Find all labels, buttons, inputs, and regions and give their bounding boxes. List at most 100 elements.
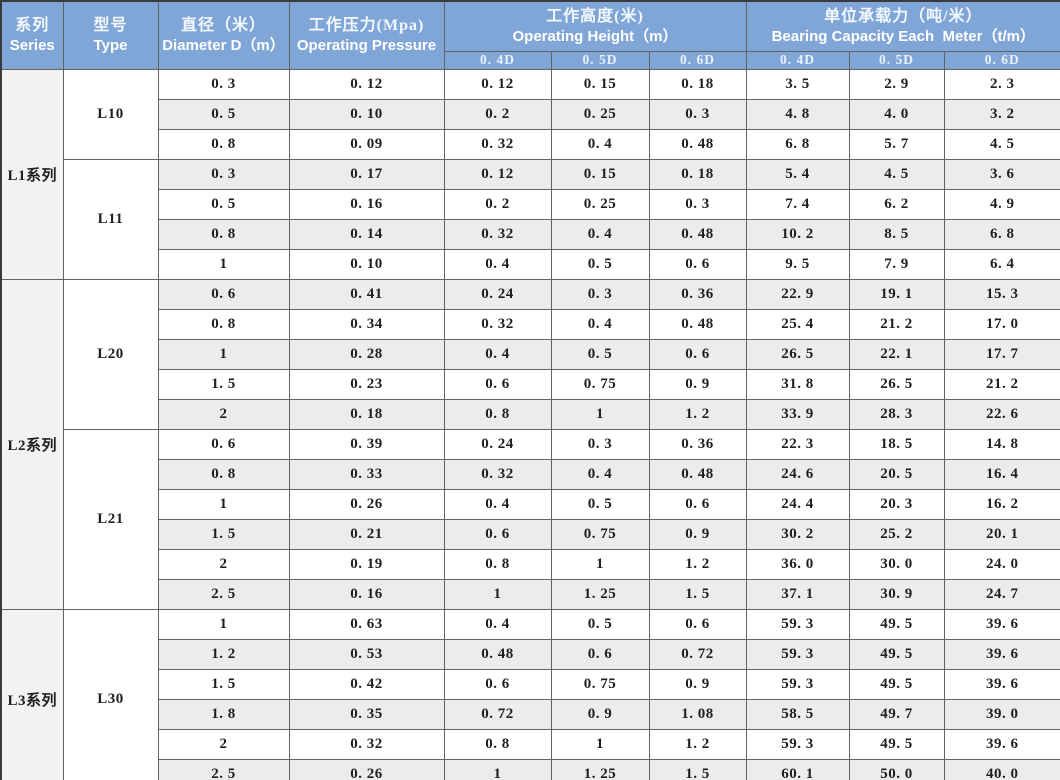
height-04d-cell: 0. 32 <box>443 308 552 340</box>
height-06d-cell: 1. 2 <box>648 728 747 760</box>
height-06d-cell: 0. 6 <box>648 338 747 370</box>
capacity-05d-cell: 30. 9 <box>848 578 945 610</box>
height-06d-cell: 0. 48 <box>648 218 747 250</box>
capacity-04d-cell: 10. 2 <box>745 218 850 250</box>
pressure-cell: 0. 63 <box>288 608 445 640</box>
table-row: 1. 5 0. 23 0. 6 0. 75 0. 9 31. 8 26. 5 21. 2 <box>1 368 1060 400</box>
height-04d-cell: 0. 12 <box>443 68 552 100</box>
capacity-05d-cell: 4. 0 <box>848 98 945 130</box>
height-06d-cell: 0. 72 <box>648 638 747 670</box>
capacity-05d-cell: 2. 9 <box>848 68 945 100</box>
height-05d-cell: 1. 25 <box>550 578 650 610</box>
type-cell: L21 <box>62 428 159 610</box>
height-06d-cell: 0. 6 <box>648 248 747 280</box>
capacity-06d-cell: 20. 1 <box>943 518 1060 550</box>
height-04d-cell: 0. 4 <box>443 488 552 520</box>
diameter-cell: 1 <box>157 338 290 370</box>
table-row: L11 0. 3 0. 17 0. 12 0. 15 0. 18 5. 4 4. 5 3. 6 <box>1 158 1060 280</box>
table-row: 1 0. 26 0. 4 0. 5 0. 6 24. 4 20. 3 16. 2 <box>1 488 1060 520</box>
height-06d-cell: 0. 9 <box>648 368 747 400</box>
table-row: 0. 5 0. 16 0. 2 0. 25 0. 3 7. 4 6. 2 4. 9 <box>1 188 1060 220</box>
diameter-cell: 1. 5 <box>157 668 290 700</box>
diameter-cell: 1 <box>157 608 290 640</box>
diameter-cell: 1. 8 <box>157 698 290 730</box>
capacity-04d-cell: 24. 4 <box>745 488 850 520</box>
series-cell: L3系列 <box>0 608 64 780</box>
capacity-04d-cell: 26. 5 <box>745 338 850 370</box>
subcol-height-05d: 0. 5D <box>550 50 650 70</box>
height-04d-cell: 0. 4 <box>443 338 552 370</box>
capacity-06d-cell: 4. 9 <box>943 188 1060 220</box>
capacity-06d-cell: 16. 2 <box>943 488 1060 520</box>
capacity-04d-cell: 6. 8 <box>745 128 850 160</box>
table-row: 1 0. 28 0. 4 0. 5 0. 6 26. 5 22. 1 17. 7 <box>1 338 1060 370</box>
capacity-04d-cell: 3. 5 <box>745 68 850 100</box>
capacity-05d-cell: 8. 5 <box>848 218 945 250</box>
table-row: 1. 2 0. 53 0. 48 0. 6 0. 72 59. 3 49. 5 39. 6 <box>1 638 1060 670</box>
table-row: 0. 5 0. 10 0. 2 0. 25 0. 3 4. 8 4. 0 3. 2 <box>1 98 1060 130</box>
capacity-04d-cell: 5. 4 <box>745 158 850 190</box>
col-header-diameter: 直径（米） Diameter D（m） <box>157 0 290 70</box>
height-05d-cell: 0. 5 <box>550 248 650 280</box>
height-05d-cell: 0. 15 <box>550 68 650 100</box>
table-row: 0. 8 0. 33 0. 32 0. 4 0. 48 24. 6 20. 5 16. 4 <box>1 458 1060 490</box>
height-04d-cell: 0. 2 <box>443 98 552 130</box>
pressure-cell: 0. 26 <box>288 488 445 520</box>
diameter-cell: 2. 5 <box>157 758 290 780</box>
pressure-cell: 0. 10 <box>288 248 445 280</box>
capacity-04d-cell: 9. 5 <box>745 248 850 280</box>
pressure-cell: 0. 16 <box>288 578 445 610</box>
height-06d-cell: 0. 18 <box>648 68 747 100</box>
capacity-05d-cell: 26. 5 <box>848 368 945 400</box>
capacity-05d-cell: 5. 7 <box>848 128 945 160</box>
pressure-cell: 0. 34 <box>288 308 445 340</box>
capacity-05d-cell: 49. 5 <box>848 728 945 760</box>
diameter-cell: 2. 5 <box>157 578 290 610</box>
height-05d-cell: 0. 25 <box>550 188 650 220</box>
col-header-diameter-en: Diameter D（m） <box>162 37 285 55</box>
height-05d-cell: 0. 4 <box>550 458 650 490</box>
type-cell: L10 <box>62 68 159 160</box>
height-04d-cell: 0. 32 <box>443 128 552 160</box>
table-row: 2 0. 18 0. 8 1 1. 2 33. 9 28. 3 22. 6 <box>1 398 1060 430</box>
capacity-05d-cell: 18. 5 <box>848 428 945 460</box>
table-row: 0. 8 0. 09 0. 32 0. 4 0. 48 6. 8 5. 7 4. 5 <box>1 128 1060 160</box>
capacity-04d-cell: 59. 3 <box>745 608 850 640</box>
capacity-04d-cell: 59. 3 <box>745 728 850 760</box>
height-05d-cell: 0. 3 <box>550 428 650 460</box>
diameter-cell: 2 <box>157 548 290 580</box>
capacity-05d-cell: 49. 5 <box>848 668 945 700</box>
capacity-05d-cell: 49. 7 <box>848 698 945 730</box>
pressure-cell: 0. 35 <box>288 698 445 730</box>
height-04d-cell: 0. 48 <box>443 638 552 670</box>
capacity-04d-cell: 33. 9 <box>745 398 850 430</box>
diameter-cell: 1. 2 <box>157 638 290 670</box>
capacity-06d-cell: 39. 6 <box>943 728 1060 760</box>
diameter-cell: 1. 5 <box>157 368 290 400</box>
table-row: L21 0. 6 0. 39 0. 24 0. 3 0. 36 22. 3 18. 5 14. … <box>1 428 1060 610</box>
pressure-cell: 0. 26 <box>288 758 445 780</box>
capacity-06d-cell: 6. 8 <box>943 218 1060 250</box>
capacity-05d-cell: 20. 5 <box>848 458 945 490</box>
capacity-06d-cell: 24. 0 <box>943 548 1060 580</box>
diameter-cell: 0. 5 <box>157 188 290 220</box>
capacity-04d-cell: 4. 8 <box>745 98 850 130</box>
capacity-06d-cell: 17. 7 <box>943 338 1060 370</box>
diameter-cell: 2 <box>157 398 290 430</box>
height-06d-cell: 0. 6 <box>648 488 747 520</box>
capacity-04d-cell: 31. 8 <box>745 368 850 400</box>
capacity-05d-cell: 49. 5 <box>848 638 945 670</box>
height-04d-cell: 0. 32 <box>443 218 552 250</box>
capacity-06d-cell: 2. 3 <box>943 68 1060 100</box>
col-header-type: 型号 Type <box>62 0 159 70</box>
pressure-cell: 0. 53 <box>288 638 445 670</box>
height-05d-cell: 0. 75 <box>550 518 650 550</box>
col-header-type-zh: 型号 <box>93 16 128 34</box>
height-06d-cell: 0. 3 <box>648 188 747 220</box>
pressure-cell: 0. 41 <box>288 278 445 310</box>
capacity-04d-cell: 7. 4 <box>745 188 850 220</box>
col-header-height-en: Operating Height（m） <box>512 28 678 46</box>
capacity-06d-cell: 39. 6 <box>943 608 1060 640</box>
subcol-capacity-06d: 0. 6D <box>943 50 1060 70</box>
subcol-height-06d: 0. 6D <box>648 50 747 70</box>
